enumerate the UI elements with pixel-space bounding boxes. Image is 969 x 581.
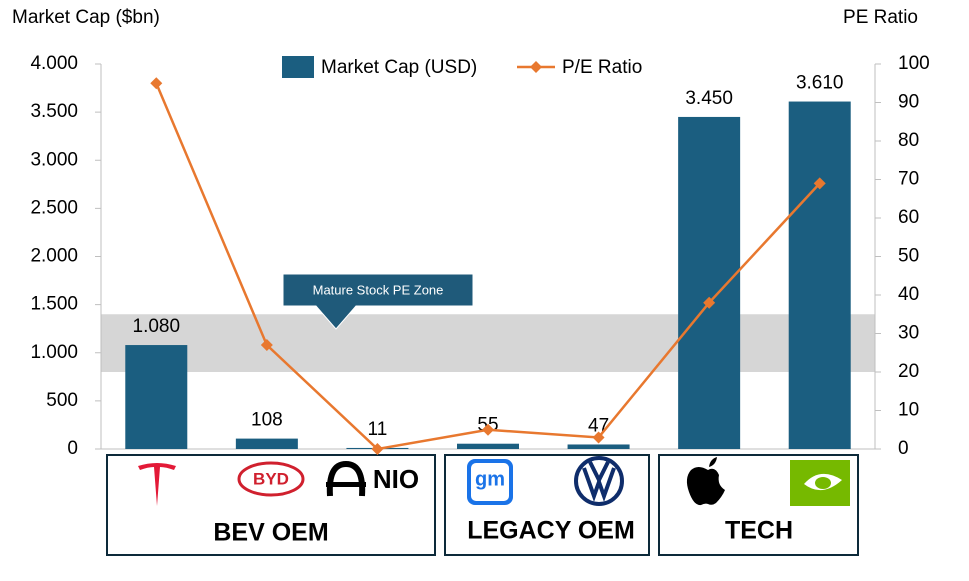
y-tick-label: 2.500 bbox=[30, 197, 78, 218]
bar bbox=[125, 345, 188, 449]
group-label: TECH bbox=[725, 517, 793, 545]
group-boxes bbox=[106, 454, 859, 556]
y-tick-label: 3.500 bbox=[30, 101, 78, 122]
logo-text: NIO bbox=[373, 464, 419, 494]
marker bbox=[813, 177, 826, 190]
marker bbox=[150, 77, 163, 90]
y-tick-label: 500 bbox=[46, 390, 78, 411]
y-tick-label: 1.000 bbox=[30, 342, 78, 363]
pe-zone bbox=[101, 314, 875, 372]
y2-axis-title: PE Ratio bbox=[843, 7, 918, 28]
y-tick-label: 2.000 bbox=[30, 246, 78, 267]
y2-tick-label: 40 bbox=[898, 284, 919, 305]
y2-tick-label: 90 bbox=[898, 92, 919, 113]
marker bbox=[703, 296, 716, 309]
y2-tick-label: 10 bbox=[898, 400, 919, 421]
legend-swatch bbox=[282, 56, 314, 78]
logo-tesla bbox=[138, 463, 176, 506]
marker bbox=[260, 339, 273, 352]
data-label: 1.080 bbox=[133, 316, 181, 337]
bar bbox=[235, 438, 298, 449]
y2-tick-label: 20 bbox=[898, 361, 919, 382]
data-label: 3.450 bbox=[685, 88, 733, 109]
y2-tick-label: 100 bbox=[898, 53, 930, 74]
group-box bbox=[658, 454, 859, 556]
data-label: 11 bbox=[368, 419, 388, 440]
marker bbox=[482, 423, 494, 436]
y2-tick-label: 50 bbox=[898, 246, 919, 267]
y-tick-label: 0 bbox=[67, 438, 78, 459]
y-tick-label: 1.500 bbox=[30, 294, 78, 315]
y2-tick-label: 30 bbox=[898, 323, 919, 344]
y2-tick-label: 0 bbox=[898, 438, 909, 459]
bar bbox=[567, 444, 630, 449]
logo-nvidia bbox=[790, 460, 850, 506]
y-axis-title: Market Cap ($bn) bbox=[12, 7, 160, 28]
marker bbox=[592, 431, 605, 444]
bar bbox=[788, 101, 851, 449]
group-label: LEGACY OEM bbox=[467, 517, 635, 545]
logo-vw bbox=[574, 456, 624, 506]
logo-byd: BYD bbox=[237, 461, 305, 497]
bar bbox=[457, 443, 519, 449]
logo-gm: gm bbox=[467, 459, 513, 505]
logo-nio: NIO bbox=[326, 460, 419, 497]
legend-label: Market Cap (USD) bbox=[321, 57, 477, 78]
group-box bbox=[444, 454, 650, 556]
annotation-box bbox=[282, 273, 474, 330]
y2-tick-label: 80 bbox=[898, 130, 919, 151]
y-tick-label: 4.000 bbox=[30, 53, 78, 74]
data-label: 3.610 bbox=[796, 73, 844, 94]
annotation: Mature Stock PE Zone bbox=[313, 282, 444, 297]
legend-marker bbox=[530, 61, 542, 73]
y2-tick-label: 70 bbox=[898, 169, 919, 190]
marker bbox=[371, 443, 384, 455]
logo-text: BYD bbox=[253, 469, 289, 488]
logo-apple bbox=[686, 457, 725, 506]
y-tick-label: 3.000 bbox=[30, 149, 78, 170]
group-box bbox=[106, 454, 436, 556]
bar bbox=[678, 116, 741, 449]
logo-text: gm bbox=[475, 468, 505, 490]
y2-tick-label: 60 bbox=[898, 207, 919, 228]
data-label: 108 bbox=[251, 410, 283, 431]
legend-label: P/E Ratio bbox=[562, 57, 642, 78]
group-label: BEV OEM bbox=[213, 519, 328, 547]
